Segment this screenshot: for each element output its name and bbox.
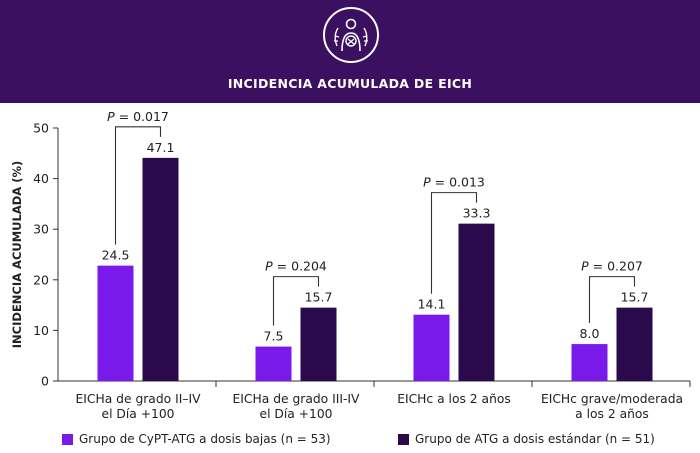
y-tick-label: 0 xyxy=(41,374,49,389)
data-label-low-dose: 8.0 xyxy=(580,326,600,341)
y-tick-label: 30 xyxy=(33,222,49,237)
legend-item-low-dose: Grupo de CyPT-ATG a dosis bajas (n = 53) xyxy=(62,432,331,446)
legend-label-standard-dose: Grupo de ATG a dosis estándar (n = 51) xyxy=(415,432,655,446)
legend-swatch-standard-dose xyxy=(398,433,409,445)
data-label-low-dose: 7.5 xyxy=(264,329,284,344)
bar-low-dose xyxy=(255,346,292,381)
p-value-label: P = 0.204 xyxy=(265,259,327,274)
legend-item-standard-dose: Grupo de ATG a dosis estándar (n = 51) xyxy=(398,432,655,446)
header-banner: INCIDENCIA ACUMULADA DE EICH xyxy=(0,0,700,103)
legend: Grupo de CyPT-ATG a dosis bajas (n = 53)… xyxy=(0,432,700,448)
person-with-ribbon-icon xyxy=(323,7,379,63)
category-label: EICHc grave/moderada xyxy=(541,392,683,406)
significance-bracket xyxy=(588,276,636,324)
bar-standard-dose xyxy=(458,223,495,381)
y-tick-label: 10 xyxy=(33,323,49,338)
significance-bracket xyxy=(430,192,478,294)
y-tick-label: 40 xyxy=(33,171,49,186)
category-label: EICHa de grado III-IV xyxy=(233,392,361,406)
header-title: INCIDENCIA ACUMULADA DE EICH xyxy=(227,76,473,91)
p-value-label: P = 0.013 xyxy=(423,175,485,190)
bar-standard-dose xyxy=(300,307,337,381)
significance-bracket xyxy=(114,126,162,245)
bar-chart: 0 10 20 30 40 50 INCIDENCIA ACUMULADA (%) 24.5 4… xyxy=(10,109,691,421)
category-label: a los 2 años xyxy=(575,407,649,421)
data-label-standard-dose: 47.1 xyxy=(147,140,175,155)
category-label: EICHa de grado II–IV xyxy=(75,392,201,406)
y-tick-label: 20 xyxy=(33,272,49,287)
p-value-label: P = 0.017 xyxy=(107,109,169,124)
bar-standard-dose xyxy=(616,307,653,381)
data-label-standard-dose: 15.7 xyxy=(305,290,333,305)
p-value-label: P = 0.207 xyxy=(581,259,643,274)
data-label-low-dose: 24.5 xyxy=(102,248,130,263)
legend-label-low-dose: Grupo de CyPT-ATG a dosis bajas (n = 53) xyxy=(79,432,331,446)
data-label-standard-dose: 33.3 xyxy=(463,206,491,221)
bar-low-dose xyxy=(413,314,450,381)
data-label-standard-dose: 15.7 xyxy=(621,290,649,305)
legend-swatch-low-dose xyxy=(62,433,73,445)
bar-low-dose xyxy=(571,344,608,381)
bar-standard-dose xyxy=(142,157,179,381)
y-axis-label: INCIDENCIA ACUMULADA (%) xyxy=(10,161,24,348)
bar-low-dose xyxy=(97,265,134,381)
category-label: el Día +100 xyxy=(260,407,333,421)
category-label: el Día +100 xyxy=(102,407,175,421)
category-label: EICHc a los 2 años xyxy=(397,392,511,406)
data-label-low-dose: 14.1 xyxy=(418,297,446,312)
significance-bracket xyxy=(272,276,320,326)
y-tick-label: 50 xyxy=(33,121,49,136)
